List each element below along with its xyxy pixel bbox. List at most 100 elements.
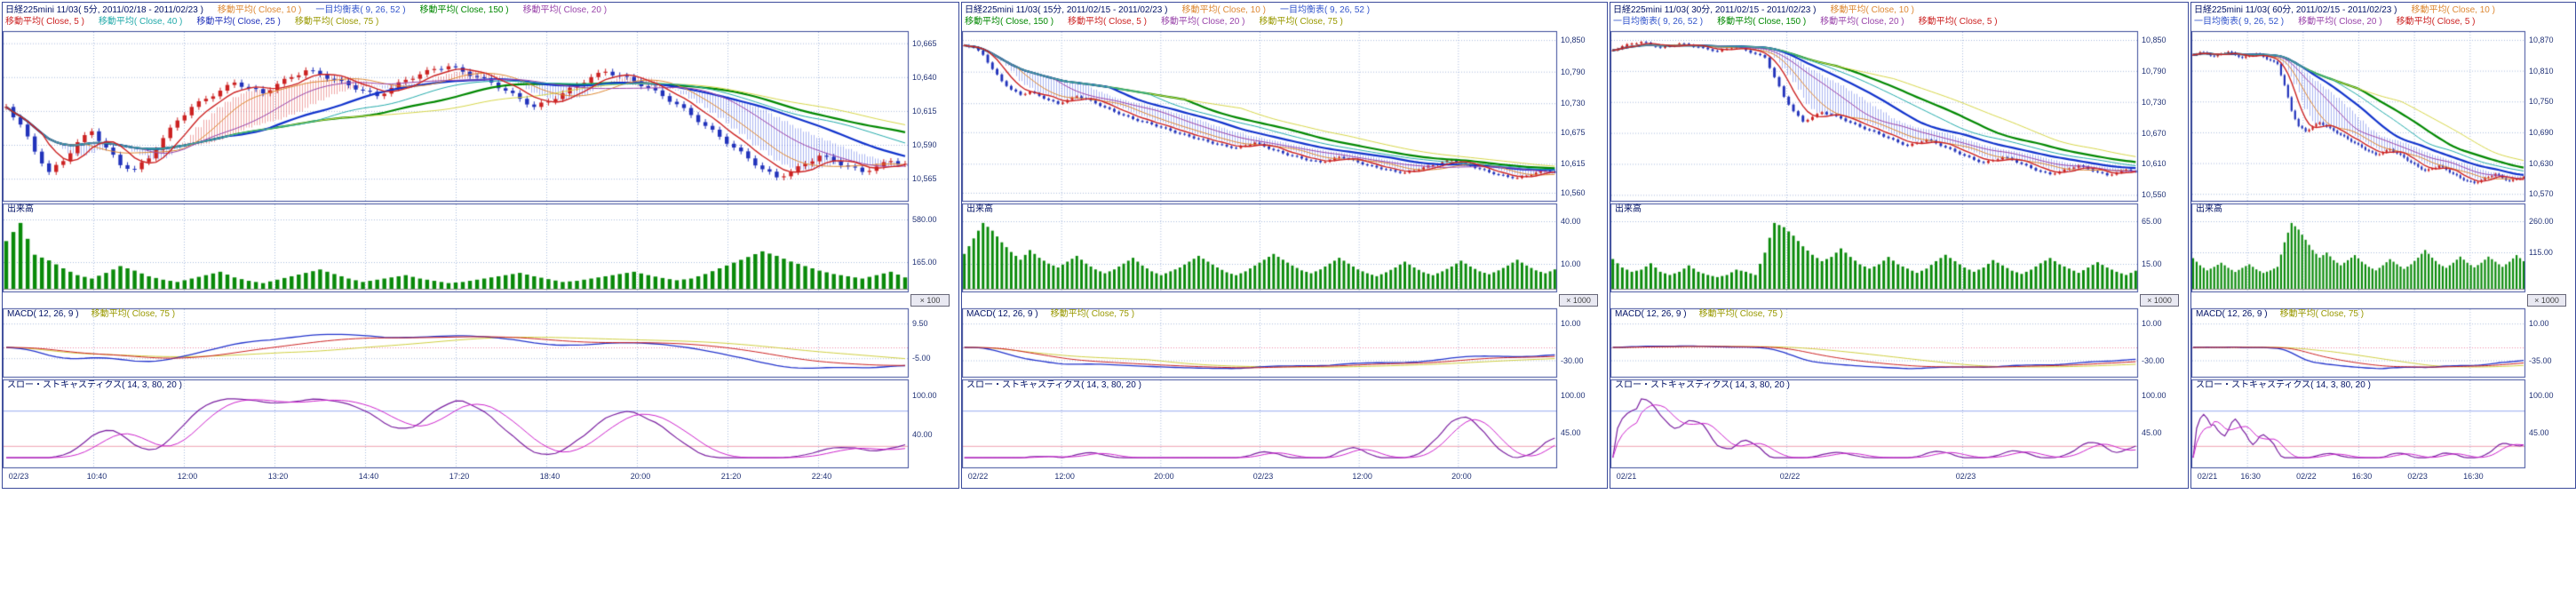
price-axis-label: 10,850 [1561,36,1586,45]
macd-section-label: MACD( 12, 26, 9 ) 移動平均( Close, 75 ) [2196,309,2376,320]
panel-header-row: 日経225mini 11/03( 5分, 2011/02/18 - 2011/0… [5,4,957,16]
stoch-axis-label: 45.00 [2529,428,2549,437]
macd-section-label: MACD( 12, 26, 9 ) 移動平均( Close, 75 ) [7,309,187,320]
chart-panel: 日経225mini 11/03( 30分, 2011/02/15 - 2011/… [1610,2,2189,489]
stoch-axis-label: 45.00 [2142,428,2162,437]
time-axis-label: 12:00 [177,472,198,481]
macd-ma-label: 移動平均( Close, 75 ) [91,309,176,319]
time-axis-label: 12:00 [1054,472,1075,481]
price-axis-label: 10,790 [2142,66,2167,76]
volume-unit-box: × 1000 [2527,294,2566,307]
volume-label: 出来高 [1615,204,1642,214]
price-axis-label: 10,610 [2142,159,2167,169]
indicator-label: 移動平均( Close, 5 ) [2396,17,2476,27]
volume-section-label: 出来高 [7,204,46,215]
price-axis-label: 10,560 [1561,187,1586,197]
price-axis-label: 10,565 [912,174,937,184]
panel-header-row: 日経225mini 11/03( 15分, 2011/02/15 - 2011/… [965,4,1605,16]
time-axis-label: 02/21 [1616,472,1637,481]
time-axis-label: 22:40 [811,472,832,481]
indicator-label: 移動平均( Close, 10 ) [2411,5,2495,15]
stoch-axis-label: 45.00 [1561,428,1581,437]
macd-section-label: MACD( 12, 26, 9 ) 移動平均( Close, 75 ) [1615,309,1795,320]
time-axis-label: 16:30 [2351,472,2373,481]
price-axis-label: 10,570 [2529,189,2554,199]
indicator-label: 移動平均( Close, 10 ) [1830,5,1914,15]
indicator-label: 一目均衡表( 9, 26, 52 ) [1279,5,1371,15]
stoch-label: スロー・ストキャスティクス( 14, 3, 80, 20 ) [1615,380,1790,390]
price-axis-label: 10,630 [2529,158,2554,168]
indicator-label: 移動平均( Close, 150 ) [965,17,1054,27]
volume-unit-box: × 100 [910,294,950,307]
chart-panel: 日経225mini 11/03( 60分, 2011/02/15 - 2011/… [2190,2,2576,489]
indicator-label: 移動平均( Close, 10 ) [1181,5,1266,15]
stoch-section-label: スロー・ストキャスティクス( 14, 3, 80, 20 ) [2196,380,2383,391]
volume-label: 出来高 [7,204,34,214]
price-axis-label: 10,665 [912,38,937,48]
chart-canvas[interactable] [2191,3,2575,488]
volume-section-label: 出来高 [2196,204,2235,215]
chart-canvas[interactable] [962,3,1607,488]
time-axis-label: 02/23 [1955,472,1976,481]
volume-axis-label: 115.00 [2529,248,2553,257]
indicator-label: 移動平均( Close, 40 ) [98,17,183,27]
stoch-axis-label: 100.00 [2142,391,2167,400]
indicator-label: 移動平均( Close, 20 ) [2298,17,2382,27]
price-axis-label: 10,550 [2142,190,2167,200]
price-axis-label: 10,670 [2142,128,2167,138]
time-axis-label: 16:30 [2463,472,2484,481]
price-axis-label: 10,790 [1561,67,1586,76]
time-axis-label: 20:00 [630,472,651,481]
chart-canvas[interactable] [3,3,958,488]
macd-axis-label: 10.00 [1561,319,1581,329]
macd-axis-label: 9.50 [912,319,928,329]
time-axis-label: 02/22 [1779,472,1801,481]
macd-axis-label: -30.00 [2142,355,2165,365]
indicator-label: 移動平均( Close, 5 ) [1918,17,1998,27]
stoch-section-label: スロー・ストキャスティクス( 14, 3, 80, 20 ) [966,380,1154,391]
price-axis-label: 10,690 [2529,127,2554,137]
price-axis-label: 10,590 [912,140,937,150]
time-axis-label: 10:40 [86,472,107,481]
stoch-section-label: スロー・ストキャスティクス( 14, 3, 80, 20 ) [1615,380,1802,391]
indicator-label: 一目均衡表( 9, 26, 52 ) [1613,17,1704,27]
indicator-label: 移動平均( Close, 20 ) [1820,17,1904,27]
price-axis-label: 10,675 [1561,127,1586,137]
indicator-label: 移動平均( Close, 150 ) [419,5,509,15]
price-axis-label: 10,870 [2529,35,2554,44]
time-axis-label: 02/21 [2197,472,2218,481]
chart-canvas[interactable] [1610,3,2188,488]
volume-label: 出来高 [966,204,993,214]
macd-axis-label: -5.00 [912,354,931,363]
panel-header-row: 日経225mini 11/03( 30分, 2011/02/15 - 2011/… [1613,4,2186,16]
chart-title: 日経225mini 11/03( 5分, 2011/02/18 - 2011/0… [5,5,203,15]
indicator-label: 移動平均( Close, 20 ) [1160,17,1245,27]
price-axis-label: 10,730 [2142,97,2167,107]
volume-axis-label: 15.00 [2142,259,2162,268]
volume-axis-label: 40.00 [1561,217,1581,226]
macd-axis-label: 10.00 [2142,319,2162,329]
chart-panel: 日経225mini 11/03( 5分, 2011/02/18 - 2011/0… [2,2,959,489]
price-axis-label: 10,730 [1561,99,1586,108]
volume-unit-box: × 1000 [2140,294,2179,307]
time-axis-label: 21:20 [720,472,742,481]
indicator-label: 移動平均( Close, 20 ) [522,5,608,15]
stoch-axis-label: 40.00 [912,430,933,439]
macd-label: MACD( 12, 26, 9 ) [966,309,1038,319]
indicator-label: 移動平均( Close, 150 ) [1717,17,1807,27]
volume-axis-label: 65.00 [2142,217,2162,226]
stoch-section-label: スロー・ストキャスティクス( 14, 3, 80, 20 ) [7,380,195,391]
macd-axis-label: -30.00 [1561,355,1584,365]
time-axis-label: 20:00 [1451,472,1472,481]
indicator-label: 移動平均( Close, 75 ) [294,17,379,27]
volume-unit-box: × 1000 [1559,294,1598,307]
time-axis-label: 02/23 [8,472,29,481]
time-axis-label: 18:40 [539,472,561,481]
stoch-axis-label: 100.00 [1561,391,1586,400]
time-axis-label: 13:20 [267,472,289,481]
stoch-label: スロー・ストキャスティクス( 14, 3, 80, 20 ) [966,380,1141,390]
indicator-label: 移動平均( Close, 5 ) [1068,17,1147,27]
chart-title: 日経225mini 11/03( 30分, 2011/02/15 - 2011/… [1613,5,1817,15]
price-axis-label: 10,750 [2529,97,2554,107]
